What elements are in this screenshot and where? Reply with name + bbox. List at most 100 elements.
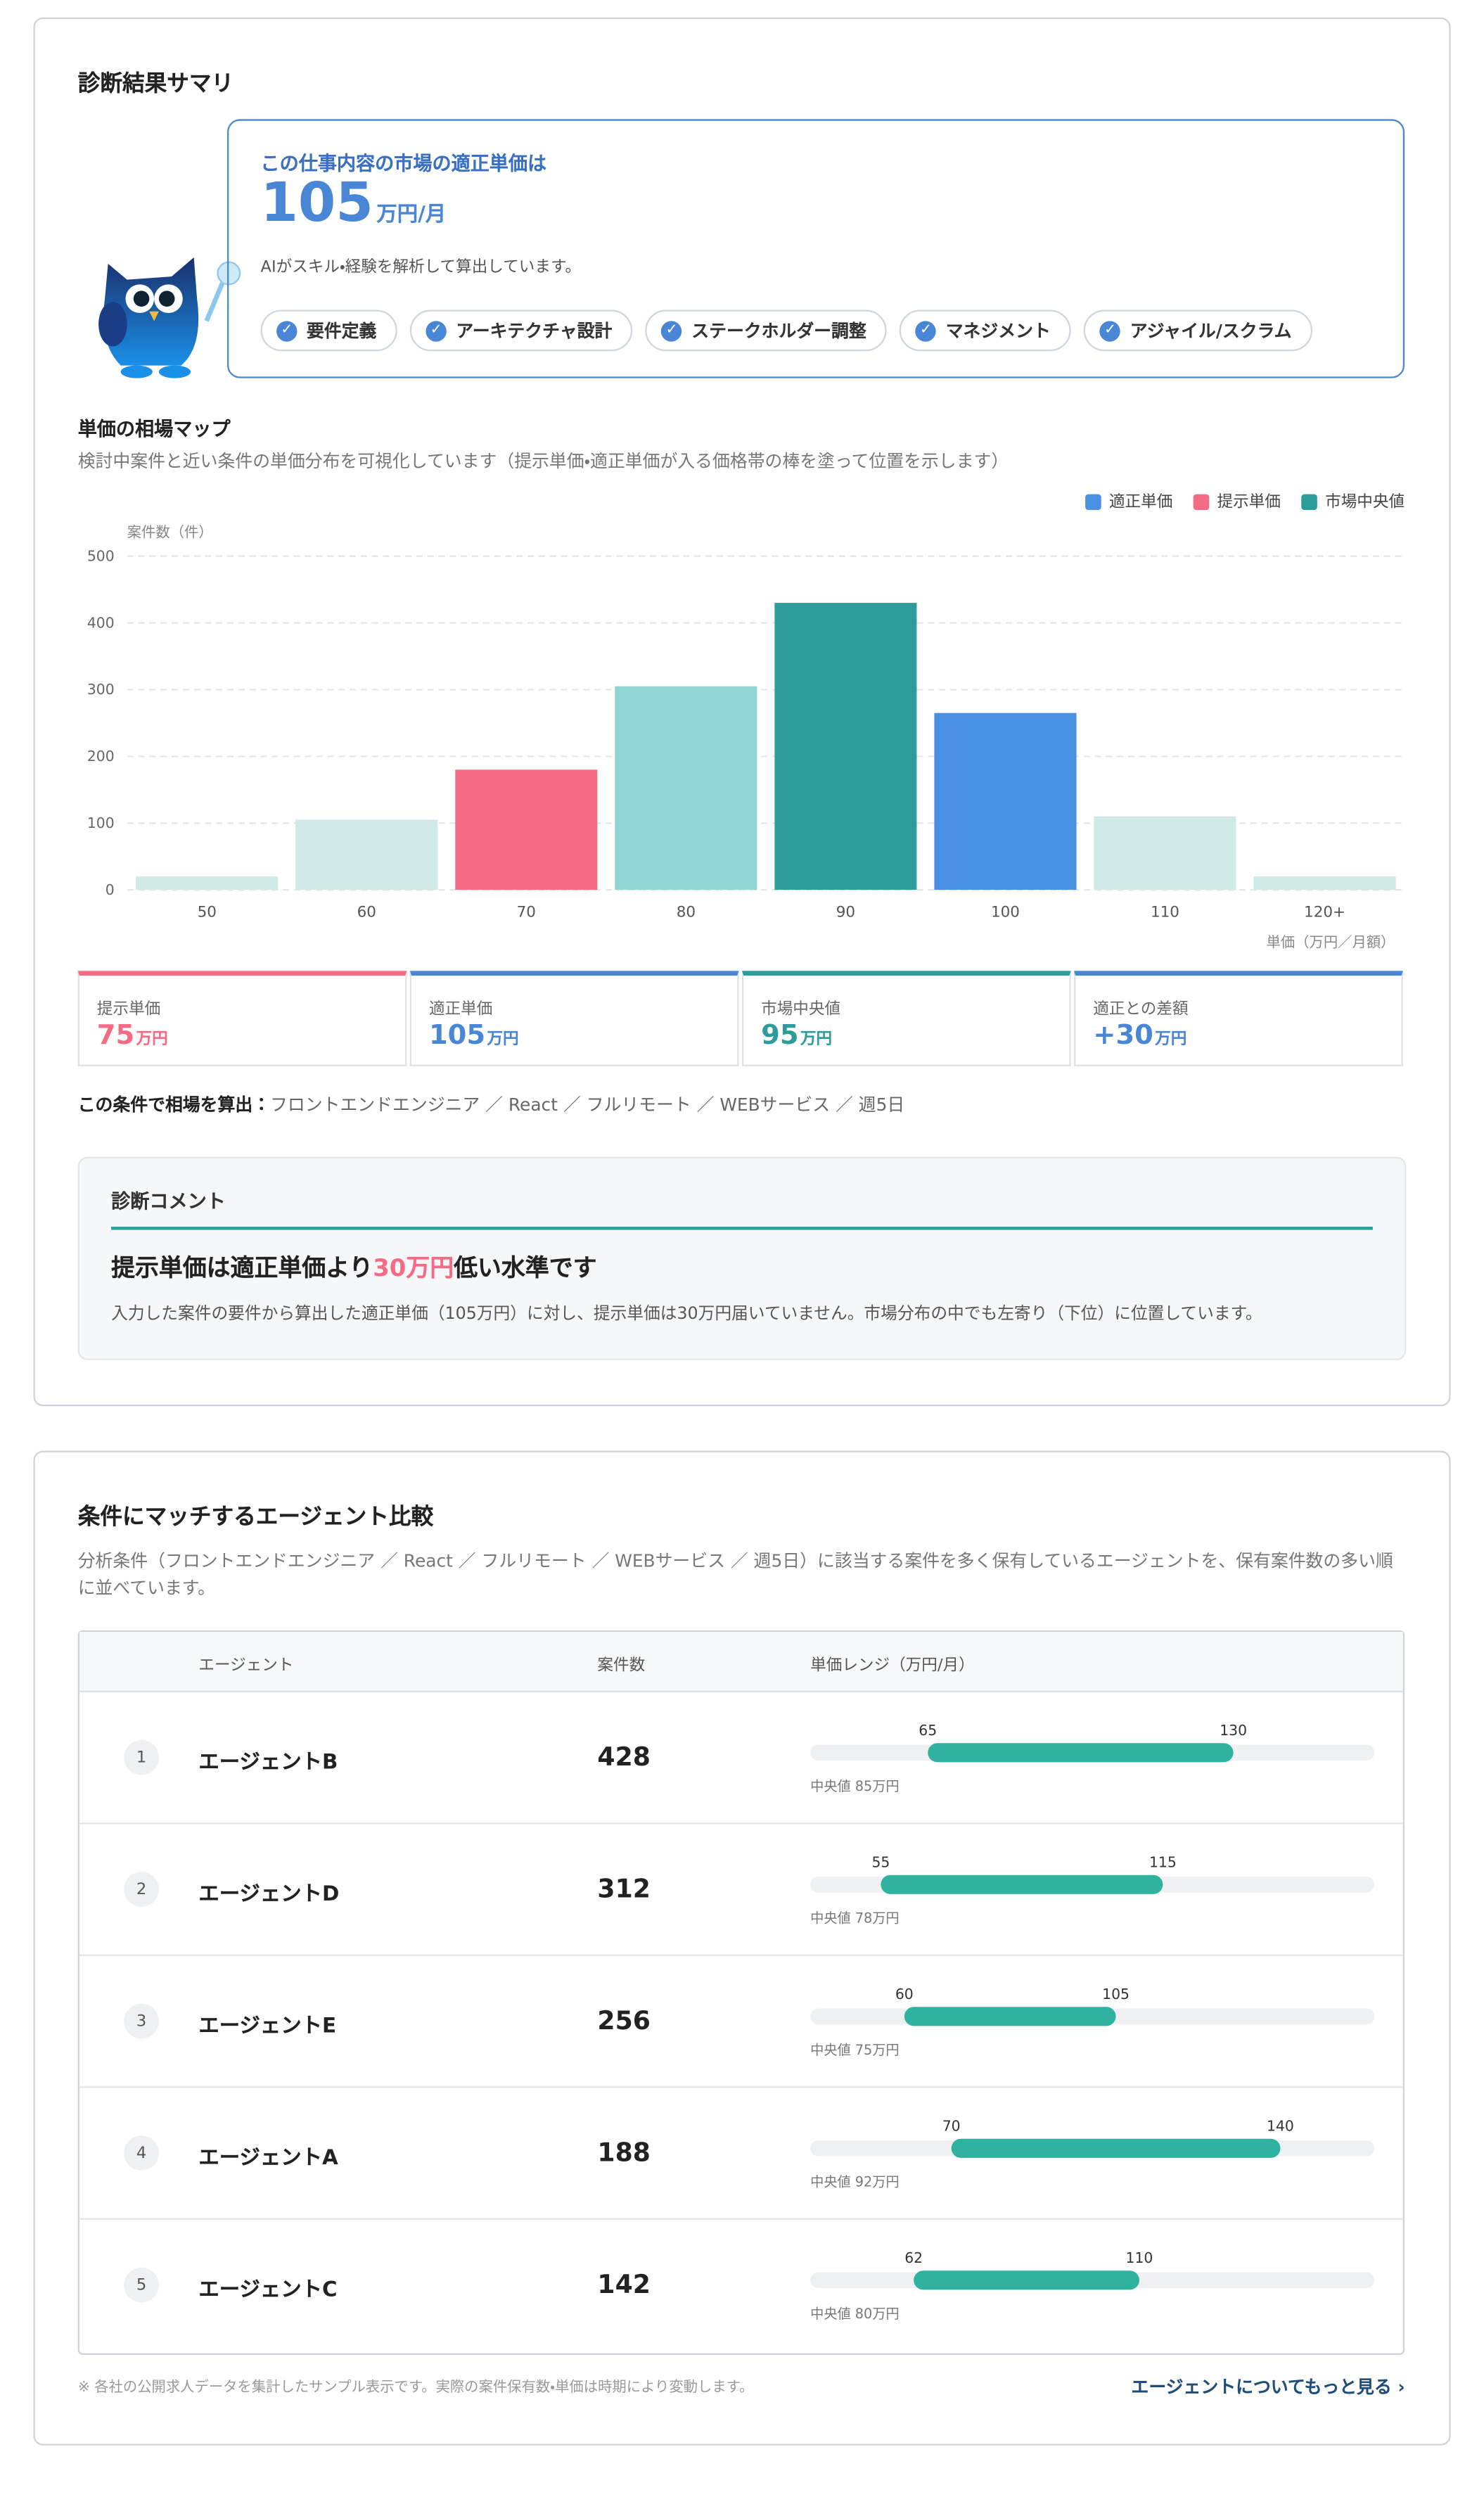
x-tick-label: 60 xyxy=(357,904,376,921)
price-note: AIがスキル・経験を解析して算出しています。 xyxy=(260,259,581,277)
skill-label: 要件定義 xyxy=(307,321,377,342)
stat-card: 適正単価 105 万円 xyxy=(409,971,739,1066)
skill-label: アーキテクチャ設計 xyxy=(456,321,613,342)
skill-chip: ✓ アジャイル/スクラム xyxy=(1084,309,1312,352)
stat-label: 適正との差額 xyxy=(1093,1001,1189,1019)
stat-number: +30 xyxy=(1093,1020,1153,1052)
y-tick-label: 300 xyxy=(87,681,115,698)
agent-row: 5 エージェントC 142 62 110 中央値 80万円 xyxy=(79,2218,1403,2352)
comment-title: 診断コメント xyxy=(111,1190,226,1213)
stat-label: 適正単価 xyxy=(428,1001,493,1019)
rank-badge: 4 xyxy=(124,2135,159,2171)
header-cell: エージェント xyxy=(198,1657,294,1675)
rank-badge: 5 xyxy=(124,2267,159,2303)
headline-after: 低い水準です xyxy=(454,1253,597,1283)
range-bar: 70 140 中央値 92万円 xyxy=(810,2117,1375,2190)
x-tick-label: 80 xyxy=(677,904,696,921)
comment-rule xyxy=(111,1227,1373,1230)
median-label: 中央値 78万円 xyxy=(810,1910,899,1927)
range-max-label: 105 xyxy=(1102,1986,1130,2002)
median-label: 中央値 80万円 xyxy=(810,2306,899,2322)
range-fill xyxy=(914,2270,1139,2290)
stat-unit: 万円 xyxy=(1155,1031,1187,1049)
legend-label: 適正単価 xyxy=(1109,493,1172,511)
x-tick-label: 70 xyxy=(517,904,536,921)
skill-chip: ✓ ステークホルダー調整 xyxy=(645,309,888,352)
price-unit: 万円/月 xyxy=(376,203,447,228)
agent-row: 3 エージェントE 256 60 105 中央値 75万円 xyxy=(79,1954,1403,2088)
agent-count: 142 xyxy=(597,2268,651,2299)
condition-label: この条件で相場を算出： xyxy=(77,1094,271,1116)
agents-table: エージェント 案件数 単価レンジ（万円/月） xyxy=(77,1630,1405,2355)
y-tick-label: 200 xyxy=(87,748,115,765)
legend-label: 市場中央値 xyxy=(1325,493,1405,511)
agent-name: エージェントC xyxy=(198,2278,338,2303)
y-tick-label: 0 xyxy=(105,881,115,898)
range-bar: 62 110 中央値 80万円 xyxy=(810,2249,1375,2322)
stat-value: 105 万円 xyxy=(429,1020,519,1052)
bar xyxy=(615,686,757,890)
range-min-label: 55 xyxy=(871,1853,890,1870)
agent-row: 1 エージェントB 428 65 130 中央値 85万円 xyxy=(79,1690,1403,1825)
range-bar: 60 105 中央値 75万円 xyxy=(810,1986,1375,2058)
price: 105 万円/月 xyxy=(260,172,446,235)
stat-label: 市場中央値 xyxy=(761,1001,841,1019)
x-tick-label: 90 xyxy=(836,904,855,921)
y-tick-label: 100 xyxy=(87,815,115,831)
x-tick-label: 100 xyxy=(991,904,1020,921)
stat-unit: 万円 xyxy=(487,1031,519,1049)
skill-chip: ✓ 要件定義 xyxy=(260,309,397,352)
headline-before: 提示単価は適正単価より xyxy=(111,1253,373,1283)
y-tick-label: 500 xyxy=(87,547,115,564)
stat-number: 95 xyxy=(761,1020,799,1052)
check-icon: ✓ xyxy=(1099,320,1121,341)
bar xyxy=(1253,876,1396,890)
legend-swatch xyxy=(1085,494,1101,511)
bar xyxy=(295,819,438,890)
agent-name: エージェントA xyxy=(198,2147,338,2171)
bar xyxy=(136,876,279,890)
range-fill xyxy=(928,1743,1234,1763)
range-fill xyxy=(951,2138,1281,2158)
median-label: 中央値 75万円 xyxy=(810,2042,899,2058)
summary-title: 診断結果サマリ xyxy=(77,71,234,97)
price-headline: この仕事内容の市場の適正単価は xyxy=(260,152,547,175)
header-cell: 単価レンジ（万円/月） xyxy=(810,1657,975,1675)
skill-chip: ✓ マネジメント xyxy=(900,309,1072,352)
agent-count: 312 xyxy=(597,1873,651,1904)
median-label: 中央値 85万円 xyxy=(810,1778,899,1794)
agent-row: 2 エージェントD 312 55 115 中央値 78万円 xyxy=(79,1822,1403,1956)
legend-swatch xyxy=(1193,494,1210,511)
agent-name: エージェントB xyxy=(198,1751,338,1775)
range-max-label: 130 xyxy=(1220,1722,1247,1739)
chart-title: 単価の相場マップ xyxy=(77,418,231,440)
stat-unit: 万円 xyxy=(800,1031,833,1049)
x-tick-label: 110 xyxy=(1151,904,1179,921)
bar xyxy=(934,713,1077,890)
stat-value: 95 万円 xyxy=(761,1020,832,1052)
chart-subtitle: 検討中案件と近い条件の単価分布を可視化しています（提示単価・適正単価が入る価格帯… xyxy=(77,451,1009,472)
agents-title: 条件にマッチするエージェント比較 xyxy=(77,1505,434,1531)
x-tick-label: 50 xyxy=(198,904,217,921)
stat-number: 105 xyxy=(428,1020,486,1052)
headline-highlight: 30万円 xyxy=(373,1253,454,1283)
more-link[interactable]: エージェントについてもっと見る › xyxy=(1131,2377,1405,2398)
range-fill xyxy=(904,2007,1116,2026)
y-axis-label: 案件数（件） xyxy=(127,524,213,541)
stat-number: 75 xyxy=(96,1020,135,1052)
comment-box xyxy=(77,1156,1407,1360)
agent-name: エージェントD xyxy=(198,1883,340,1907)
comment-headline: 提示単価は適正単価より30万円低い水準です xyxy=(111,1251,596,1284)
rank-badge: 2 xyxy=(124,1872,159,1907)
check-icon: ✓ xyxy=(661,320,682,341)
agent-name: エージェントE xyxy=(198,2014,337,2039)
header-cell: 案件数 xyxy=(597,1657,646,1675)
range-max-label: 110 xyxy=(1126,2249,1153,2266)
skill-chip: ✓ アーキテクチャ設計 xyxy=(409,309,633,352)
legend-label: 提示単価 xyxy=(1217,493,1281,511)
check-icon: ✓ xyxy=(276,320,298,341)
range-fill xyxy=(881,1874,1163,1894)
